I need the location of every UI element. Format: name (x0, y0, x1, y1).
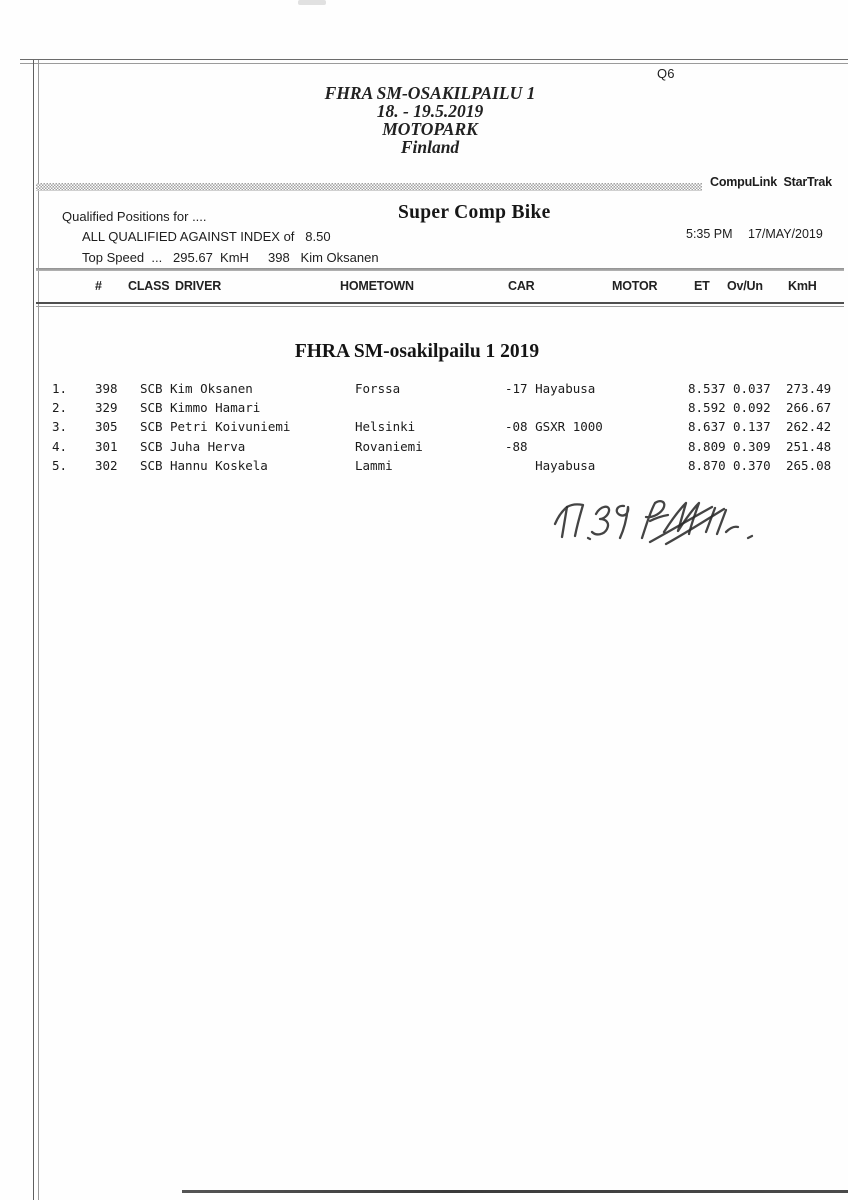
cell-car: -08 GSXR 1000 (505, 419, 603, 435)
class-title: Super Comp Bike (398, 202, 551, 223)
print-time: 5:35 PM (686, 227, 733, 241)
top-speed-line: Top Speed ... 295.67 KmH (82, 250, 249, 265)
cell-car-number: 301 (95, 438, 118, 454)
cell-et: 8.537 (688, 381, 726, 396)
cell-car-number: 329 (95, 400, 118, 416)
cell-kmh: 265.08 (786, 457, 832, 473)
cell-position: 3. (52, 419, 68, 435)
cell-kmh: 262.42 (786, 419, 832, 435)
cell-ovun: 0.309 (733, 438, 771, 454)
cell-hometown: Lammi (355, 457, 393, 473)
table-row: 1. 398 SCB Kim Oksanen Forssa -17 Hayabusa 8.5… (0, 379, 848, 398)
print-date: 17/MAY/2019 (748, 227, 823, 241)
cell-position: 4. (52, 438, 68, 454)
timing-brand: CompuLink StarTrak (710, 175, 832, 189)
cell-class: SCB (140, 400, 163, 416)
col-header-position: # (95, 279, 102, 293)
cell-class: SCB (140, 419, 163, 435)
col-header-car: CAR (508, 279, 535, 293)
index-line: ALL QUALIFIED AGAINST INDEX of 8.50 (82, 229, 331, 244)
event-country: Finland (400, 137, 460, 157)
cell-driver: Hannu Koskela (170, 457, 268, 473)
page-left-border (33, 60, 39, 1200)
col-header-kmh: KmH (788, 279, 817, 293)
col-header-motor: MOTOR (612, 279, 658, 293)
cell-et: 8.870 (688, 457, 726, 473)
results-rows: 1. 398 SCB Kim Oksanen Forssa -17 Hayabusa 8.5… (0, 379, 848, 475)
qualified-positions-label: Qualified Positions for .... (62, 209, 207, 224)
cell-driver: Kim Oksanen (170, 381, 253, 396)
cell-class: SCB (140, 381, 163, 396)
cell-car-number: 398 (95, 381, 118, 396)
cell-ovun: 0.137 (733, 419, 771, 435)
col-header-hometown: HOMETOWN (340, 279, 414, 293)
dotted-separator (36, 183, 702, 191)
page-top-border (20, 59, 848, 64)
sheet-label: Q6 (657, 66, 675, 81)
handwritten-17-39 (553, 503, 630, 541)
cell-ovun: 0.370 (733, 457, 771, 473)
col-header-driver: DRIVER (175, 279, 222, 293)
event-venue: MOTOPARK (382, 119, 478, 139)
cell-position: 1. (52, 381, 68, 396)
cell-car: Hayabusa (505, 457, 596, 473)
cell-et: 8.637 (688, 419, 726, 435)
cell-class: SCB (140, 438, 163, 454)
table-row: 4. 301 SCB Juha Herva Rovaniemi -88 8.809 0.309… (0, 437, 848, 456)
cell-driver: Kimmo Hamari (170, 400, 261, 416)
page-bottom-edge (182, 1190, 848, 1193)
cell-kmh: 266.67 (786, 400, 832, 416)
table-header-top-rule (36, 268, 844, 271)
scan-smudge (298, 0, 326, 5)
col-header-et: ET (694, 279, 710, 293)
cell-car-number: 302 (95, 457, 118, 473)
table-row: 3. 305 SCB Petri Koivuniemi Helsinki -08 GSXR… (0, 417, 848, 436)
event-dates: 18. - 19.5.2019 (376, 101, 484, 121)
top-speed-holder: 398 Kim Oksanen (268, 250, 379, 265)
cell-car-number: 305 (95, 419, 118, 435)
cell-car: -17 Hayabusa (505, 381, 596, 396)
cell-ovun: 0.092 (733, 400, 771, 416)
col-header-class: CLASS (128, 279, 170, 293)
cell-hometown: Rovaniemi (355, 438, 423, 454)
event-title: FHRA SM-OSAKILPAILU 1 (324, 83, 536, 103)
cell-hometown: Helsinki (355, 419, 416, 435)
cell-hometown: Forssa (355, 381, 401, 396)
section-title: FHRA SM-osakilpailu 1 2019 (294, 341, 540, 362)
cell-ovun: 0.037 (733, 381, 771, 396)
cell-kmh: 273.49 (786, 381, 832, 396)
handwritten-annotation (553, 500, 754, 546)
cell-et: 8.809 (688, 438, 726, 454)
table-row: 2. 329 SCB Kimmo Hamari 8.592 0.092 266.67 (0, 398, 848, 417)
table-row: 5. 302 SCB Hannu Koskela Lammi Hayabusa 8.870… (0, 456, 848, 475)
cell-driver: Petri Koivuniemi (170, 419, 291, 435)
cell-position: 2. (52, 400, 68, 416)
col-header-ovun: Ov/Un (727, 279, 763, 293)
cell-class: SCB (140, 457, 163, 473)
cell-et: 8.592 (688, 400, 726, 416)
cell-kmh: 251.48 (786, 438, 832, 454)
event-header: FHRA SM-OSAKILPAILU 1 18. - 19.5.2019 MO… (230, 84, 630, 156)
cell-driver: Juha Herva (170, 438, 246, 454)
table-header-bottom-rule-2 (36, 306, 844, 307)
signature-scribble (640, 500, 754, 546)
cell-position: 5. (52, 457, 68, 473)
table-header-bottom-rule (36, 302, 844, 304)
cell-car: -88 (505, 438, 528, 454)
